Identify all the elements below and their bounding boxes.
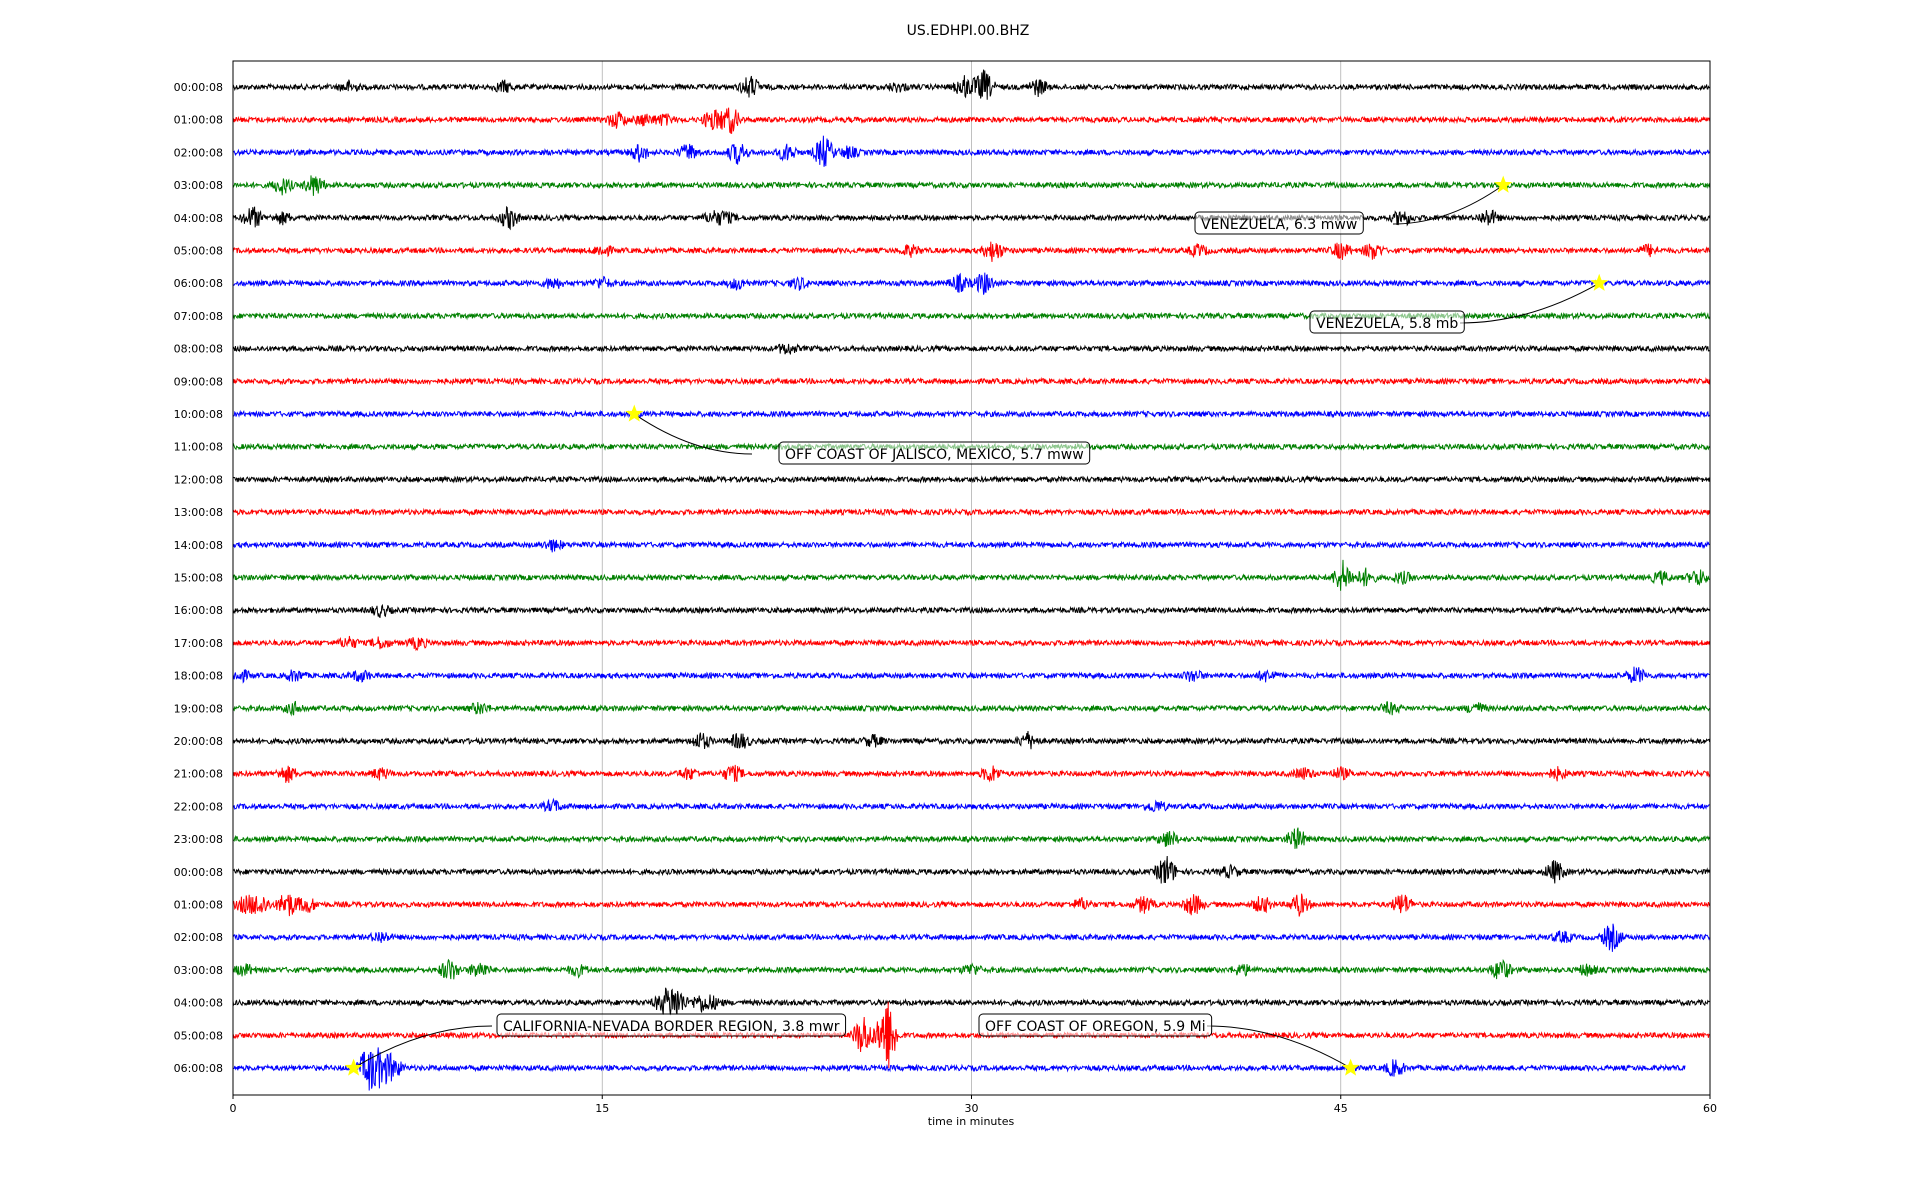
annotation-label: CALIFORNIA-NEVADA BORDER REGION, 3.8 mwr bbox=[503, 1019, 840, 1035]
row-time-label: 13:00:08 bbox=[174, 506, 223, 519]
trace-row-25 bbox=[232, 893, 1711, 917]
row-time-label: 08:00:08 bbox=[174, 343, 223, 356]
row-time-label: 00:00:08 bbox=[174, 866, 223, 879]
trace-row-15 bbox=[232, 559, 1710, 591]
x-axis-label: time in minutes bbox=[928, 1115, 1015, 1128]
row-time-label: 05:00:08 bbox=[174, 1029, 223, 1042]
trace-row-22 bbox=[232, 797, 1710, 813]
annotation-leader-line bbox=[1459, 282, 1600, 324]
trace-row-10 bbox=[232, 409, 1711, 419]
x-tick-label: 60 bbox=[1703, 1102, 1717, 1115]
event-star-marker bbox=[1341, 1058, 1360, 1076]
trace-row-6 bbox=[232, 272, 1711, 295]
trace-row-3 bbox=[232, 175, 1711, 196]
trace-row-19 bbox=[232, 700, 1711, 717]
chart-title: US.EDHPI.00.BHZ bbox=[907, 23, 1030, 39]
row-time-label: 04:00:08 bbox=[174, 997, 223, 1010]
row-time-label: 10:00:08 bbox=[174, 408, 223, 421]
x-tick-label: 15 bbox=[595, 1102, 609, 1115]
annotation-label: VENEZUELA, 6.3 mww bbox=[1201, 217, 1357, 233]
trace-row-4 bbox=[232, 205, 1711, 231]
event-star-marker bbox=[344, 1058, 363, 1076]
trace-row-26 bbox=[232, 923, 1711, 952]
event-star-marker bbox=[1590, 273, 1609, 291]
row-time-label: 05:00:08 bbox=[174, 245, 223, 258]
row-time-label: 12:00:08 bbox=[174, 473, 223, 486]
row-time-label: 03:00:08 bbox=[174, 179, 223, 192]
row-time-label: 04:00:08 bbox=[174, 212, 223, 225]
trace-row-20 bbox=[232, 730, 1711, 750]
row-time-label: 23:00:08 bbox=[174, 833, 223, 846]
trace-row-28 bbox=[232, 987, 1710, 1016]
trace-row-9 bbox=[232, 376, 1711, 386]
trace-row-27 bbox=[232, 958, 1711, 980]
trace-row-2 bbox=[232, 135, 1711, 167]
row-time-label: 06:00:08 bbox=[174, 1062, 223, 1075]
annotation-leader-line bbox=[1206, 1025, 1351, 1069]
annotation-box bbox=[778, 441, 1091, 465]
row-time-label: 14:00:08 bbox=[174, 539, 223, 552]
event-annotation: VENEZUELA, 5.8 mb bbox=[1309, 273, 1609, 334]
annotation-box bbox=[1194, 211, 1364, 235]
row-time-label: 01:00:08 bbox=[174, 899, 223, 912]
trace-row-1 bbox=[232, 107, 1711, 134]
x-tick-label: 0 bbox=[230, 1102, 237, 1115]
trace-row-12 bbox=[232, 474, 1711, 484]
event-star-marker bbox=[625, 404, 644, 422]
x-axis-ticks: 0 15 30 45 60 bbox=[230, 1095, 1717, 1115]
trace-row-18 bbox=[232, 666, 1710, 684]
annotation-label: OFF COAST OF JALISCO, MEXICO, 5.7 mww bbox=[785, 447, 1084, 463]
event-annotations: VENEZUELA, 6.3 mww VENEZUELA, 5.8 mb OFF C… bbox=[344, 175, 1609, 1076]
trace-row-14 bbox=[232, 539, 1710, 553]
row-time-label: 22:00:08 bbox=[174, 800, 223, 813]
trace-row-29 bbox=[232, 1001, 1710, 1069]
annotation-leader-line bbox=[1392, 184, 1504, 225]
row-time-label: 09:00:08 bbox=[174, 375, 223, 388]
event-annotation: OFF COAST OF OREGON, 5.9 Mi bbox=[978, 1013, 1360, 1076]
row-time-label: 11:00:08 bbox=[174, 441, 223, 454]
row-time-label: 02:00:08 bbox=[174, 146, 223, 159]
row-time-label: 07:00:08 bbox=[174, 310, 223, 323]
traces bbox=[232, 69, 1711, 1091]
row-time-label: 01:00:08 bbox=[174, 114, 223, 127]
event-star-marker bbox=[1494, 175, 1513, 193]
annotation-box bbox=[1309, 310, 1465, 334]
annotation-box bbox=[496, 1013, 847, 1037]
row-time-label: 17:00:08 bbox=[174, 637, 223, 650]
trace-row-8 bbox=[232, 343, 1710, 355]
row-time-label: 18:00:08 bbox=[174, 670, 223, 683]
annotation-box bbox=[978, 1013, 1213, 1037]
trace-row-13 bbox=[232, 507, 1711, 517]
trace-row-21 bbox=[232, 764, 1711, 783]
event-annotation: VENEZUELA, 6.3 mww bbox=[1194, 175, 1513, 235]
trace-row-23 bbox=[232, 827, 1711, 849]
trace-row-24 bbox=[232, 855, 1711, 884]
trace-row-17 bbox=[232, 635, 1711, 652]
trace-row-5 bbox=[232, 241, 1711, 262]
row-time-label: 15:00:08 bbox=[174, 572, 223, 585]
row-labels: 00:00:08 01:00:08 02:00:08 03:00:08 04:00:08… bbox=[174, 81, 223, 1075]
row-time-label: 19:00:08 bbox=[174, 702, 223, 715]
row-time-label: 02:00:08 bbox=[174, 931, 223, 944]
trace-row-16 bbox=[232, 603, 1711, 619]
row-time-label: 03:00:08 bbox=[174, 964, 223, 977]
row-time-label: 21:00:08 bbox=[174, 768, 223, 781]
row-time-label: 16:00:08 bbox=[174, 604, 223, 617]
x-tick-label: 45 bbox=[1334, 1102, 1348, 1115]
x-tick-label: 30 bbox=[965, 1102, 979, 1115]
trace-row-30 bbox=[232, 1047, 1686, 1091]
annotation-label: OFF COAST OF OREGON, 5.9 Mi bbox=[985, 1019, 1206, 1035]
event-annotation: CALIFORNIA-NEVADA BORDER REGION, 3.8 mwr bbox=[344, 1013, 847, 1076]
event-annotation: OFF COAST OF JALISCO, MEXICO, 5.7 mww bbox=[625, 404, 1091, 465]
row-time-label: 06:00:08 bbox=[174, 277, 223, 290]
annotation-leader-line bbox=[633, 413, 753, 455]
row-time-label: 20:00:08 bbox=[174, 735, 223, 748]
trace-row-0 bbox=[232, 69, 1710, 100]
annotation-leader-line bbox=[353, 1025, 493, 1069]
row-time-label: 00:00:08 bbox=[174, 81, 223, 94]
annotation-label: VENEZUELA, 5.8 mb bbox=[1316, 316, 1458, 332]
